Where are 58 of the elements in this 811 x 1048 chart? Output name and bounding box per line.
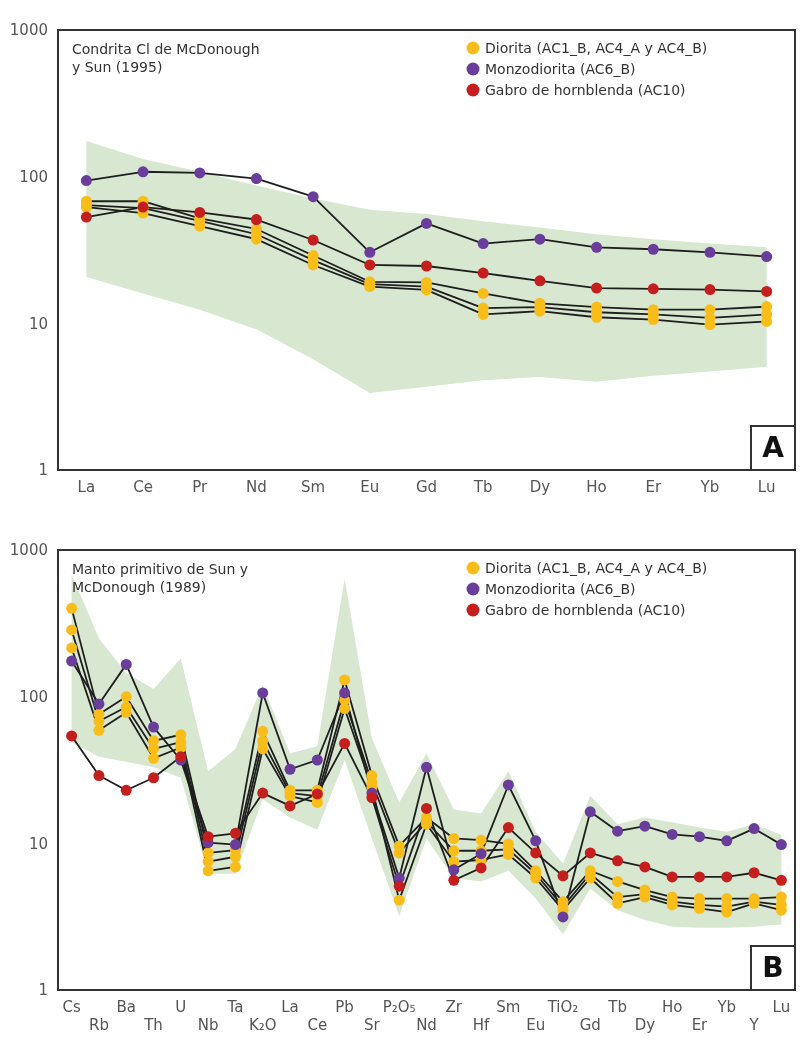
x-tick-label: Ce: [307, 1016, 328, 1034]
x-tick-label: Gd: [579, 1016, 601, 1034]
x-tick-label: Er: [645, 478, 662, 496]
x-tick-label: Nb: [197, 1016, 219, 1034]
x-tick-label: Th: [143, 1016, 163, 1034]
legend-label: Monzodiorita (AC6_B): [485, 580, 636, 597]
x-tick-label: Zr: [445, 998, 463, 1016]
x-tick-label: Sm: [496, 998, 521, 1016]
y-tick-label: 1000: [9, 21, 48, 40]
x-tick-label: Eu: [360, 478, 380, 496]
y-tick-label: 10: [28, 314, 48, 333]
y-tick-label: 1000: [9, 541, 48, 560]
legend-label: Monzodiorita (AC6_B): [485, 60, 636, 77]
x-tick-label: P₂O₅: [382, 998, 416, 1016]
y-tick-label: 10: [28, 834, 48, 853]
x-tick-label: Cs: [62, 998, 81, 1016]
x-tick-label: Ba: [116, 998, 136, 1016]
x-tick-label: Ce: [133, 478, 153, 496]
x-tick-label: Yb: [699, 478, 720, 496]
x-tick-label: Pb: [335, 998, 354, 1016]
legend-label: Diorita (AC1_B, AC4_A y AC4_B): [485, 559, 708, 576]
x-tick-label: Ho: [586, 478, 607, 496]
x-tick-label: Tb: [472, 478, 493, 496]
y-tick-label: 1: [38, 981, 48, 1000]
annotation: Condrita Cl de McDonough y Sun (1995): [72, 41, 260, 75]
legend-label: Diorita (AC1_B, AC4_A y AC4_B): [485, 39, 708, 56]
x-tick-label: La: [77, 478, 96, 496]
x-tick-label: Rb: [88, 1016, 109, 1034]
annotation: Manto primitivo de Sun y McDonough (1989): [72, 561, 249, 595]
x-tick-label: La: [281, 998, 299, 1016]
annotation: A: [762, 431, 785, 464]
x-tick-label: K₂O: [248, 1016, 277, 1034]
x-tick-label: Hf: [472, 1016, 491, 1034]
y-tick-label: 100: [19, 687, 48, 706]
x-tick-label: Dy: [529, 478, 551, 496]
y-tick-label: 100: [19, 167, 48, 186]
x-tick-label: Nd: [416, 1016, 437, 1034]
x-tick-label: TiO₂: [546, 998, 579, 1016]
legend-label: Gabro de hornblenda (AC10): [485, 601, 686, 618]
x-tick-label: Yb: [716, 998, 737, 1016]
legend-label: Gabro de hornblenda (AC10): [485, 81, 686, 98]
x-tick-label: Y: [748, 1016, 760, 1034]
annotation: B: [762, 951, 784, 984]
x-tick-label: Sr: [364, 1016, 381, 1034]
x-tick-label: Er: [691, 1016, 709, 1034]
x-tick-label: U: [175, 998, 187, 1016]
x-tick-label: Gd: [415, 478, 438, 496]
x-tick-label: Eu: [526, 1016, 546, 1034]
x-tick-label: Ta: [226, 998, 244, 1016]
x-tick-label: Tb: [607, 998, 627, 1016]
x-tick-label: Sm: [301, 478, 326, 496]
x-tick-label: Lu: [772, 998, 791, 1016]
x-tick-label: Ho: [661, 998, 683, 1016]
x-tick-label: Pr: [192, 478, 209, 496]
x-tick-label: Dy: [634, 1016, 656, 1034]
x-tick-label: Lu: [757, 478, 776, 496]
y-tick-label: 1: [38, 461, 48, 480]
x-tick-label: Nd: [246, 478, 267, 496]
